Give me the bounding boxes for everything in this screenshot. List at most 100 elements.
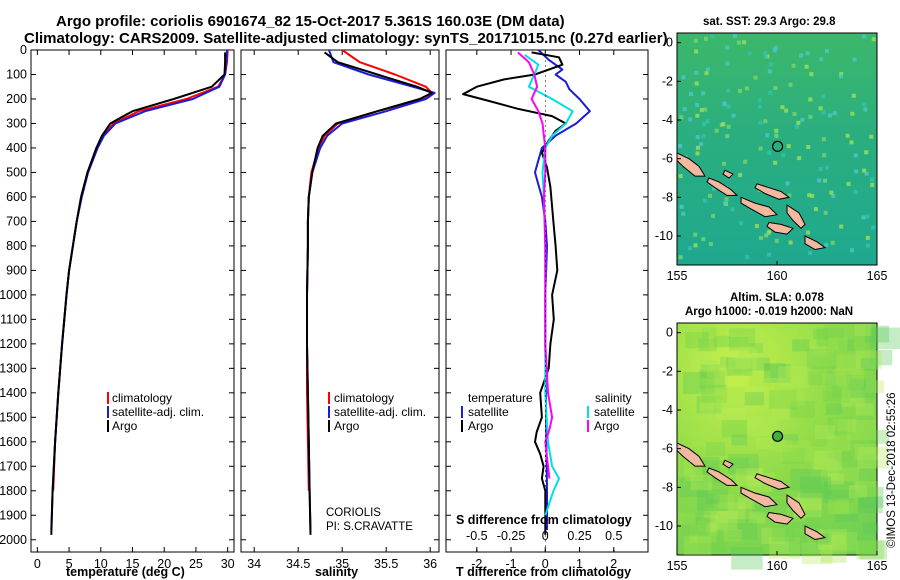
legend-climatology: climatology [334, 391, 394, 405]
texture-cell [756, 437, 773, 449]
texture-cell [716, 398, 747, 421]
texture-cell [853, 190, 858, 195]
temperature-panel: 0100200300400500600700800900100011001200… [0, 43, 235, 579]
x-tick-label: 36 [423, 557, 437, 571]
texture-cell [862, 34, 867, 39]
texture-cell [784, 108, 789, 113]
temperature-difference-label: T difference from climatology [456, 565, 631, 579]
texture-cell [855, 481, 879, 497]
texture-cell [774, 238, 779, 243]
texture-cell [830, 240, 835, 245]
texture-cell [851, 93, 856, 98]
texture-cell [828, 531, 858, 552]
sla-map-land [676, 442, 827, 541]
texture-cell [797, 493, 822, 511]
texture-cell [742, 40, 747, 45]
texture-cell [782, 447, 805, 464]
texture-cell [744, 391, 765, 406]
texture-cell [799, 53, 804, 58]
texture-cell [807, 370, 829, 386]
texture-cell [694, 49, 699, 54]
texture-cell [854, 169, 859, 174]
texture-cell [811, 363, 829, 376]
texture-cell [861, 215, 866, 220]
x-tick-label: 15 [126, 557, 140, 571]
island [722, 459, 734, 469]
texture-cell [786, 144, 791, 149]
texture-cell [698, 327, 727, 348]
texture-cell [828, 499, 849, 515]
texture-cell [687, 246, 692, 251]
texture-cell [822, 373, 847, 391]
texture-cell [725, 134, 730, 139]
texture-cell [699, 391, 725, 410]
texture-cell [845, 133, 850, 138]
texture-cell [805, 340, 831, 358]
texture-cell [731, 113, 736, 118]
texture-cell [725, 61, 730, 66]
texture-cell [730, 207, 735, 212]
s-tick-label: -0.5 [466, 529, 488, 543]
texture-cell [682, 107, 687, 112]
texture-cell [738, 337, 769, 359]
texture-cell [870, 182, 875, 187]
x-tick-label: 35 [335, 557, 349, 571]
texture-cell [690, 475, 713, 491]
x-tick-label: 30 [221, 557, 235, 571]
texture-cell [728, 519, 758, 540]
texture-cell [846, 181, 851, 186]
texture-cell [706, 442, 726, 456]
texture-cell [863, 107, 868, 112]
sla-map-subtitle: Argo h1000: -0.019 h2000: NaN [685, 306, 853, 318]
texture-cell [693, 243, 698, 248]
texture-cell [830, 534, 845, 545]
texture-cell [751, 357, 770, 371]
legend-argo: Argo [112, 419, 138, 433]
texture-cell [679, 204, 684, 209]
texture-cell [790, 469, 821, 491]
texture-cell [715, 502, 746, 524]
texture-cell [753, 75, 758, 80]
texture-cell [834, 505, 859, 522]
texture-cell [701, 237, 706, 242]
texture-cell [869, 429, 889, 444]
texture-cell [839, 224, 844, 229]
texture-cell [819, 57, 824, 62]
texture-cell [773, 160, 778, 165]
texture-cell [739, 221, 744, 226]
texture-cell [706, 364, 726, 378]
texture-cell [773, 45, 778, 50]
texture-cell [862, 455, 878, 466]
texture-cell [733, 34, 738, 39]
texture-cell [809, 446, 828, 460]
texture-cell [695, 145, 700, 150]
texture-cell [832, 385, 850, 398]
argo-position-marker [771, 430, 784, 442]
texture-cell [785, 181, 790, 186]
map-y-tick-label: -6 [662, 442, 673, 456]
temperature-x-label: temperature (deg C) [66, 565, 185, 579]
texture-cell [822, 153, 827, 158]
texture-cell [824, 242, 829, 247]
salinity-legend: climatology satellite-adj. clim. Argo [328, 391, 426, 433]
texture-cell [694, 81, 699, 86]
texture-cell [820, 544, 847, 563]
texture-cell [773, 85, 778, 90]
salinity-x-label: salinity [315, 565, 358, 579]
island [804, 235, 827, 251]
figure-title-line2: Climatology: CARS2009. Satellite-adjuste… [24, 30, 668, 47]
texture-cell [695, 135, 700, 140]
y-tick-label: 1900 [0, 508, 27, 522]
texture-cell [826, 435, 851, 453]
texture-cell [748, 343, 763, 354]
texture-cell [701, 91, 706, 96]
texture-cell [764, 362, 786, 378]
texture-cell [728, 328, 756, 347]
texture-cell [771, 407, 789, 420]
y-tick-label: 1100 [0, 312, 27, 326]
texture-cell [857, 446, 889, 469]
texture-cell [870, 225, 875, 230]
texture-cell [697, 489, 728, 511]
texture-cell [702, 327, 717, 338]
texture-cell [850, 111, 855, 116]
